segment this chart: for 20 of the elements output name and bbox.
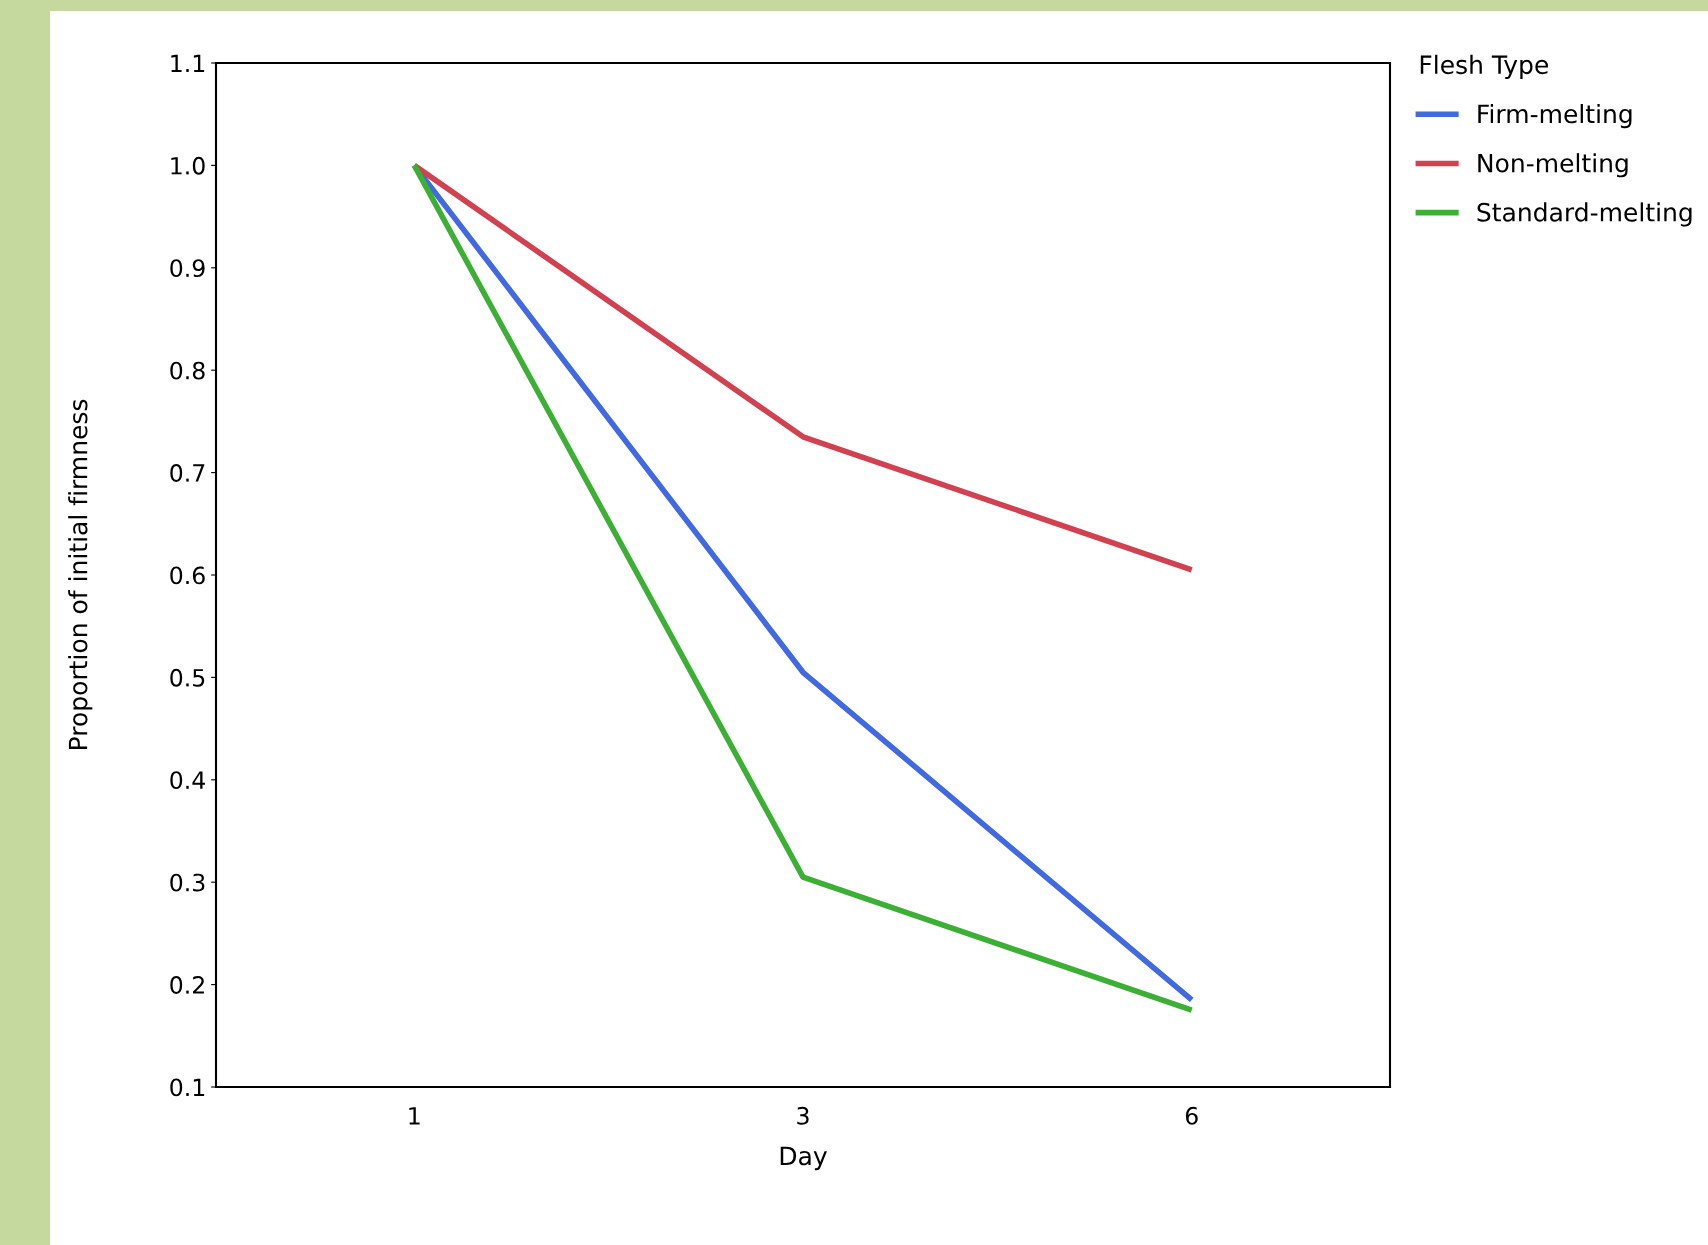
y-tick-label: 0.6	[170, 566, 205, 585]
legend-label: Standard-melting	[1477, 202, 1692, 227]
legend-label: Firm-melting	[1478, 103, 1632, 129]
y-tick-label: 1.0	[171, 156, 205, 175]
y-tick-label: 0.8	[170, 361, 205, 380]
x-tick-label: 1	[409, 1107, 420, 1125]
x-axis-title: Day	[780, 1146, 827, 1171]
y-tick-label: 0.4	[170, 771, 205, 790]
y-axis-title: Proportion of initial firmness	[68, 399, 93, 749]
y-tick-label: 0.2	[170, 976, 204, 994]
y-tick-label: 0.9	[170, 259, 205, 278]
legend-label: Non-melting	[1478, 153, 1628, 178]
y-tick-label: 0.5	[170, 668, 205, 687]
x-tick-label: 3	[797, 1106, 809, 1125]
y-tick-label: 0.3	[170, 873, 205, 892]
x-tick-label: 6	[1185, 1106, 1198, 1125]
y-tick-label: 0.1	[170, 1078, 205, 1097]
y-tick-label: 0.7	[170, 464, 205, 482]
legend-title: Flesh Type	[1420, 54, 1548, 79]
y-tick-label: 1.1	[171, 54, 205, 72]
